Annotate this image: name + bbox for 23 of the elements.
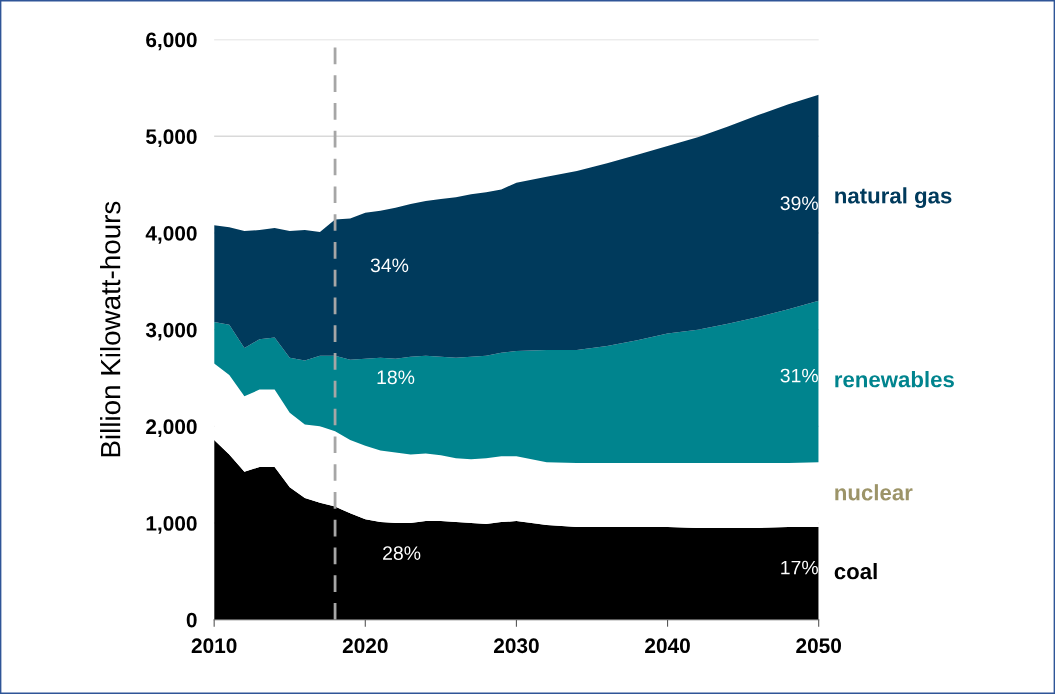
annotation: 31%: [780, 368, 818, 383]
series-label: renewables: [835, 371, 954, 388]
annotation: 28%: [383, 546, 421, 560]
annotation: 34%: [370, 258, 409, 273]
y-tick-label: 5,000: [146, 129, 197, 148]
x-tick-label: 2010: [191, 638, 237, 654]
y-tick-label: 0: [186, 612, 197, 628]
y-tick-label: 6,000: [146, 32, 197, 51]
x-tick-label: 2040: [645, 638, 690, 654]
x-tick-label: 2020: [342, 638, 388, 654]
y-tick-label: 1,000: [146, 516, 197, 534]
y-axis-title: Billion Kilowatt-hours: [100, 201, 121, 457]
annotation: 39%: [780, 196, 818, 211]
y-tick-label: 3,000: [145, 322, 197, 341]
y-tick-label: 4,000: [145, 225, 197, 244]
y-tick-label: 2,000: [146, 419, 197, 438]
series-label: coal: [834, 562, 877, 580]
series-label: nuclear: [835, 484, 913, 501]
annotation: 17%: [781, 560, 818, 575]
x-tick-label: 2050: [796, 638, 841, 654]
x-tick-label: 2030: [493, 638, 539, 654]
series-label: natural gas: [835, 187, 952, 209]
annotation: 18%: [377, 370, 415, 385]
